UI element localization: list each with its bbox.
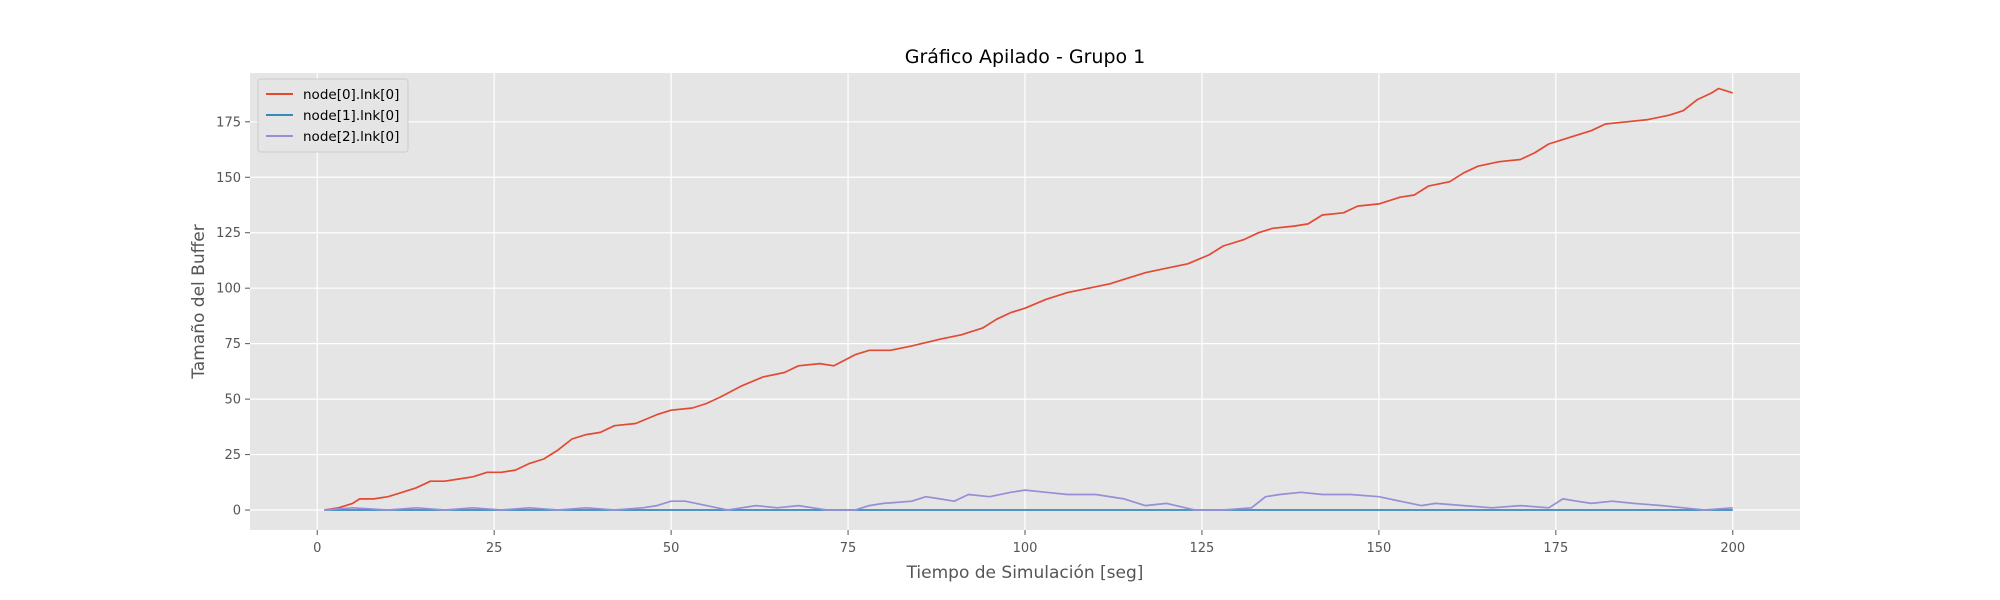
y-tick-label: 150 (216, 171, 241, 186)
y-tick-label: 25 (224, 448, 241, 463)
chart-title: Gráfico Apilado - Grupo 1 (905, 46, 1146, 68)
x-tick-label: 50 (663, 541, 680, 556)
x-tick-label: 200 (1720, 541, 1745, 556)
y-tick-label: 50 (224, 393, 241, 408)
x-tick-label: 100 (1013, 541, 1038, 556)
x-axis-label: Tiempo de Simulación [seg] (906, 563, 1144, 583)
x-tick-label: 75 (840, 541, 857, 556)
y-tick-label: 0 (233, 504, 241, 519)
y-axis-label: Tamaño del Buffer (189, 224, 209, 380)
y-tick-label: 100 (216, 282, 241, 297)
series-line-0 (324, 87, 1734, 511)
legend-label: node[2].lnk[0] (303, 129, 399, 145)
x-tick-label: 25 (486, 541, 503, 556)
y-tick-label: 125 (216, 226, 241, 241)
series-lines (324, 87, 1734, 511)
y-tick-label: 75 (224, 337, 241, 352)
legend-box (257, 78, 409, 153)
series-line-2 (324, 489, 1733, 511)
legend-label: node[1].lnk[0] (303, 108, 399, 124)
legend-label: node[0].lnk[0] (303, 87, 399, 103)
x-tick-label: 125 (1190, 541, 1215, 556)
y-tick-label: 175 (216, 115, 241, 130)
x-tick-label: 0 (313, 541, 321, 556)
x-tick-label: 175 (1543, 541, 1568, 556)
legend: node[0].lnk[0] node[1].lnk[0] node[2].lnk[… (257, 78, 409, 153)
x-tick-label: 150 (1366, 541, 1391, 556)
axes: 0 25 50 75 100 125 150 175 200 0 25 50 75 100 125 150 17… (216, 115, 1745, 556)
